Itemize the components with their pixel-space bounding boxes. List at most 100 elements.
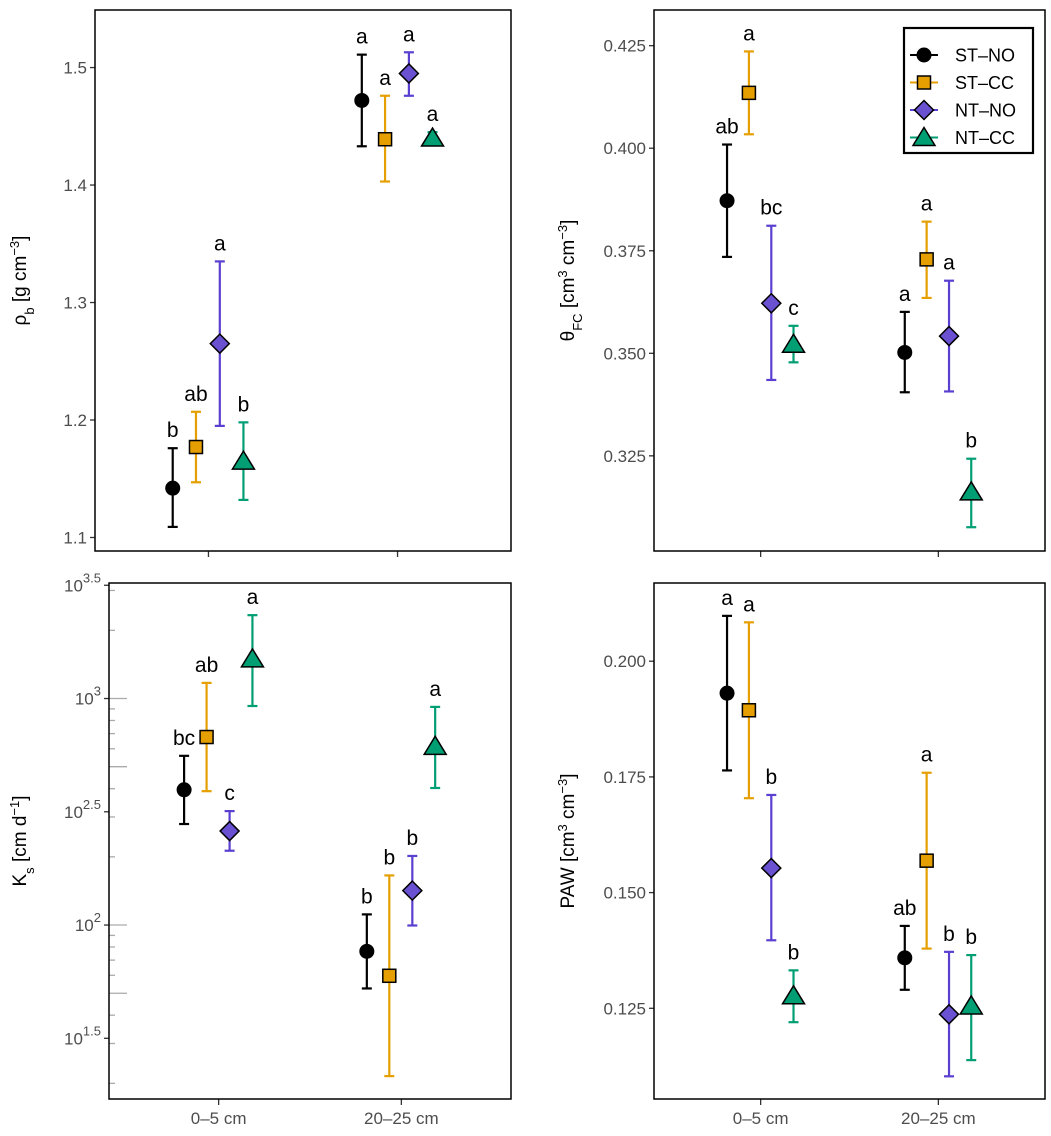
significance-letter: a — [379, 67, 391, 90]
significance-letter: a — [743, 593, 755, 616]
y-tick-label: 103.5 — [64, 570, 101, 595]
data-point — [760, 857, 782, 879]
y-axis-title-text: K — [10, 874, 31, 887]
data-point — [420, 126, 445, 147]
y-tick-exponent: 1.5 — [83, 1023, 101, 1038]
data-point — [422, 734, 448, 756]
series-nt-no: bb — [760, 766, 960, 1078]
data-point — [781, 984, 806, 1005]
y-tick-label: 1.3 — [63, 294, 87, 313]
legend-label: ST–CC — [955, 73, 1014, 93]
series-nt-cc: ba — [231, 103, 445, 501]
y-axis-title-text: ] — [558, 773, 579, 778]
series-nt-cc: cb — [781, 297, 984, 529]
significance-letter: a — [921, 744, 933, 767]
legend-key-triangle-icon — [911, 126, 937, 147]
y-axis-title-superscript: −3 — [555, 779, 570, 794]
data-point — [958, 994, 984, 1015]
significance-letter: bc — [173, 727, 195, 750]
data-point — [741, 85, 757, 101]
y-tick-label: 102.5 — [64, 797, 101, 822]
y-axis-title-text: [cm d — [10, 816, 31, 868]
significance-letter: ab — [893, 897, 916, 920]
y-axis-title-text: cm — [558, 794, 579, 825]
y-tick-base: 10 — [75, 690, 94, 709]
y-axis-title-superscript: −3 — [555, 225, 570, 240]
significance-letter: a — [356, 26, 368, 49]
y-tick-label: 101.5 — [64, 1023, 101, 1048]
significance-letter: ab — [715, 116, 738, 139]
plot-frame — [108, 582, 512, 1100]
significance-letter: a — [247, 586, 259, 609]
y-tick-label: 0.375 — [603, 242, 646, 261]
significance-letter: a — [921, 193, 933, 216]
data-point — [897, 950, 913, 966]
legend: ST–NO ST–CC NT–NO NT–CC — [902, 26, 1035, 155]
y-tick-label: 0.200 — [603, 652, 646, 671]
series-st-cc: aa — [741, 593, 934, 950]
legend-label: NT–NO — [955, 101, 1016, 121]
data-point — [958, 480, 984, 501]
data-point — [209, 333, 231, 355]
significance-letter: ab — [184, 383, 207, 406]
data-point — [760, 292, 782, 314]
plot-frame — [653, 582, 1046, 1100]
y-axis-title-text: [g cm — [10, 256, 31, 308]
significance-letter: a — [214, 232, 226, 255]
data-point — [219, 820, 241, 842]
significance-letter: b — [765, 766, 777, 789]
y-axis-title: θFC [cm3 cm−3] — [555, 220, 585, 342]
y-tick-label: 0.125 — [603, 999, 646, 1018]
data-point — [897, 344, 913, 360]
series-st-cc: ab b — [195, 654, 397, 1078]
data-point — [188, 439, 204, 455]
x-tick-label: 20–25 cm — [364, 1109, 439, 1128]
x-tick-label: 20–25 cm — [901, 1109, 976, 1128]
significance-letter: a — [403, 23, 415, 46]
data-point — [231, 449, 256, 470]
x-tick-label: 0–5 cm — [733, 1109, 789, 1128]
panel-field-capacity: 0.325 0.350 0.375 0.400 0.425 θFC [cm3 cm−3] a… — [555, 9, 1046, 557]
y-axis-title-text: ] — [10, 795, 31, 800]
y-axis-title-superscript: 3 — [555, 270, 570, 277]
series-st-no: bc b — [173, 727, 375, 990]
data-point — [741, 703, 757, 718]
series-nt-no: aa — [209, 23, 420, 427]
significance-letter: b — [383, 846, 395, 869]
data-point — [359, 943, 375, 959]
significance-letter: ab — [195, 654, 218, 677]
y-axis-title-text: ] — [558, 220, 579, 225]
series-st-cc: ab a — [184, 67, 393, 484]
data-point — [938, 1003, 960, 1025]
significance-letter: a — [943, 252, 955, 275]
y-axis-title-superscript: −3 — [7, 241, 22, 256]
data-point — [240, 647, 265, 668]
significance-letter: b — [965, 430, 977, 453]
significance-letter: a — [899, 283, 911, 306]
data-point — [919, 252, 934, 267]
y-axis-title-subscript: b — [22, 307, 37, 314]
significance-letter: b — [943, 923, 955, 946]
data-point — [377, 131, 393, 147]
data-point — [401, 880, 423, 902]
data-point — [719, 193, 735, 209]
legend-key-diamond-icon — [913, 99, 935, 121]
y-axis-title-text: cm — [558, 240, 579, 271]
significance-letter: b — [167, 419, 179, 442]
y-axis-title: Ks [cm d−1] — [7, 795, 37, 886]
data-point — [354, 92, 370, 108]
y-axis-title-text: ] — [10, 236, 31, 241]
panel-paw: 0.125 0.150 0.175 0.200 0–5 cm 20–25 cm PAW [c… — [555, 582, 1046, 1128]
y-axis-title-superscript: 3 — [555, 824, 570, 831]
y-axis-title: ρb [g cm−3] — [7, 236, 37, 326]
significance-letter: bc — [760, 197, 782, 220]
y-tick-exponent: 3 — [94, 684, 101, 699]
y-tick-label: 1.4 — [63, 176, 87, 195]
data-point — [938, 325, 960, 347]
y-tick-base: 10 — [64, 576, 83, 595]
series-nt-cc: aa — [240, 586, 448, 790]
y-tick-label: 0.150 — [603, 884, 646, 903]
